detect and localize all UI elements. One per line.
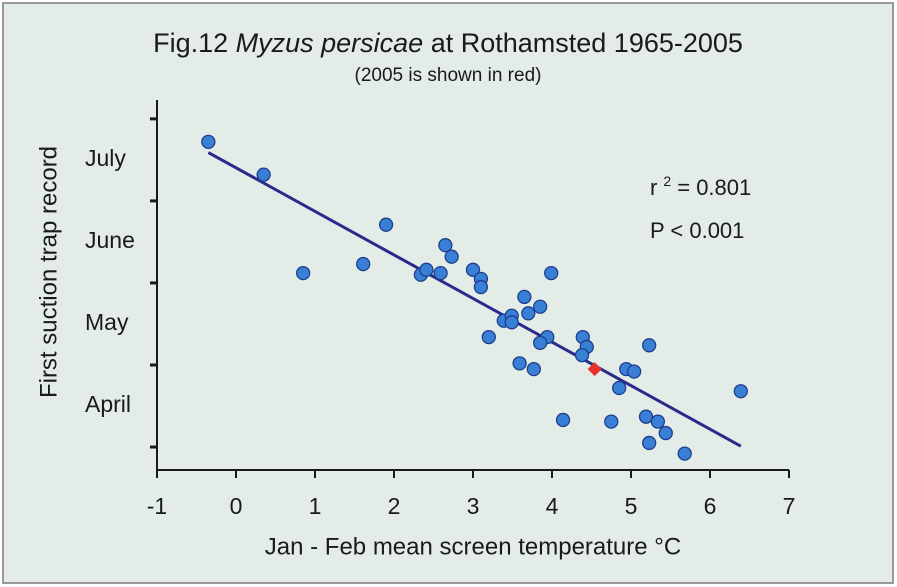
point bbox=[438, 238, 453, 253]
point bbox=[658, 425, 673, 441]
point bbox=[356, 256, 371, 272]
y-tick-label: May bbox=[85, 309, 129, 335]
point bbox=[517, 289, 532, 305]
point bbox=[512, 356, 527, 371]
point bbox=[201, 134, 216, 149]
x-tick-label: 5 bbox=[625, 493, 638, 519]
point bbox=[481, 329, 496, 345]
point bbox=[555, 412, 571, 428]
point bbox=[433, 265, 448, 281]
p-value: P < 0.001 bbox=[650, 218, 744, 243]
point bbox=[612, 380, 627, 396]
point bbox=[504, 315, 519, 330]
x-tick-label: 2 bbox=[388, 493, 401, 519]
y-tick-label: April bbox=[85, 391, 131, 417]
point bbox=[256, 167, 271, 182]
point bbox=[533, 299, 548, 314]
point bbox=[378, 217, 394, 232]
x-tick-label: 3 bbox=[467, 493, 480, 519]
point bbox=[627, 364, 642, 379]
point bbox=[574, 347, 590, 363]
point bbox=[419, 262, 434, 277]
chart-subtitle: (2005 is shown in red) bbox=[355, 65, 542, 86]
point bbox=[638, 409, 654, 424]
point bbox=[521, 306, 536, 321]
x-tick-label: 0 bbox=[230, 493, 243, 519]
point bbox=[650, 414, 666, 429]
y-axis-label: First suction trap record bbox=[35, 146, 62, 398]
x-tick-label: 4 bbox=[546, 493, 559, 519]
y-tick-label: June bbox=[85, 227, 135, 253]
x-axis-label: Jan - Feb mean screen temperature °C bbox=[265, 533, 681, 560]
point bbox=[295, 265, 311, 281]
point bbox=[444, 249, 459, 264]
point bbox=[677, 446, 692, 461]
x-tick-label: 1 bbox=[309, 493, 322, 519]
chart-title: Fig.12 Myzus persicae at Rothamsted 1965… bbox=[153, 28, 743, 58]
x-tick-label: -1 bbox=[147, 493, 167, 519]
point bbox=[733, 384, 748, 399]
point bbox=[604, 414, 619, 429]
point bbox=[544, 265, 559, 281]
point bbox=[473, 279, 489, 295]
point bbox=[533, 335, 548, 350]
x-tick-label: 6 bbox=[704, 493, 717, 519]
point bbox=[642, 435, 657, 451]
point bbox=[642, 338, 657, 353]
fit-line bbox=[207, 151, 742, 448]
point bbox=[465, 262, 481, 277]
y-tick-label: July bbox=[85, 145, 126, 171]
point bbox=[526, 361, 541, 377]
x-tick-label: 7 bbox=[783, 493, 796, 519]
point-diamond bbox=[587, 362, 602, 377]
